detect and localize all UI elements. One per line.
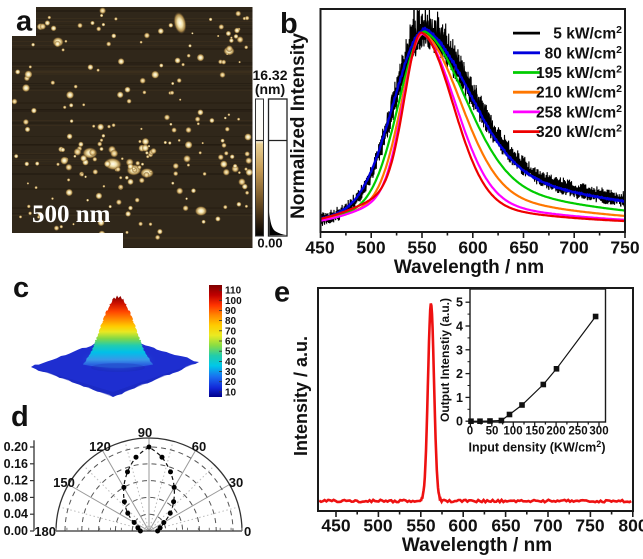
svg-text:(nm): (nm) <box>255 81 285 97</box>
svg-text:a: a <box>16 6 33 38</box>
svg-text:90: 90 <box>225 306 237 317</box>
svg-text:0: 0 <box>456 415 463 429</box>
svg-text:10: 10 <box>225 387 237 398</box>
svg-text:Input density (KW/cm2): Input density (KW/cm2) <box>469 439 606 455</box>
svg-text:0.00: 0.00 <box>257 236 282 251</box>
svg-text:Output Intenstiy (a.u.): Output Intenstiy (a.u.) <box>438 298 452 422</box>
svg-text:110: 110 <box>225 286 242 297</box>
svg-text:120: 120 <box>89 439 111 454</box>
svg-text:e: e <box>274 277 290 309</box>
svg-text:60: 60 <box>225 337 237 348</box>
svg-text:650: 650 <box>509 238 538 258</box>
svg-text:550: 550 <box>407 238 436 258</box>
svg-text:250: 250 <box>568 426 587 438</box>
svg-text:450: 450 <box>321 516 350 536</box>
svg-text:100: 100 <box>503 426 522 438</box>
svg-text:50: 50 <box>486 426 499 438</box>
svg-text:150: 150 <box>53 475 75 490</box>
svg-text:0: 0 <box>467 426 473 438</box>
svg-text:180: 180 <box>34 524 56 539</box>
svg-text:600: 600 <box>458 238 487 258</box>
svg-text:60: 60 <box>192 439 206 454</box>
svg-text:16.32: 16.32 <box>252 67 287 83</box>
svg-text:d: d <box>11 401 29 433</box>
svg-text:c: c <box>13 272 29 304</box>
svg-text:40: 40 <box>225 357 237 368</box>
svg-text:80: 80 <box>225 316 237 327</box>
svg-text:Wavelength / nm: Wavelength / nm <box>402 535 552 556</box>
svg-text:258 kW/cm2: 258 kW/cm2 <box>536 103 622 122</box>
svg-text:2: 2 <box>456 367 463 381</box>
svg-text:5: 5 <box>456 296 463 310</box>
svg-text:b: b <box>280 8 298 40</box>
svg-text:90: 90 <box>138 425 152 440</box>
svg-text:3: 3 <box>456 343 463 357</box>
svg-text:4: 4 <box>456 320 463 334</box>
svg-text:450: 450 <box>305 238 334 258</box>
svg-text:20: 20 <box>225 377 237 388</box>
svg-text:700: 700 <box>559 238 588 258</box>
svg-text:30: 30 <box>229 475 243 490</box>
svg-text:50: 50 <box>225 347 237 358</box>
svg-text:320 kW/cm2: 320 kW/cm2 <box>536 123 622 142</box>
svg-text:150: 150 <box>525 426 544 438</box>
svg-text:30: 30 <box>225 367 237 378</box>
svg-text:550: 550 <box>406 516 435 536</box>
svg-text:1: 1 <box>456 391 463 405</box>
svg-text:Wavelength / nm: Wavelength / nm <box>394 257 544 278</box>
svg-text:0.12: 0.12 <box>4 474 28 488</box>
svg-text:Intensity / a.u.: Intensity / a.u. <box>291 336 311 456</box>
svg-text:650: 650 <box>491 516 520 536</box>
svg-text:500: 500 <box>363 516 392 536</box>
svg-text:0: 0 <box>244 524 251 539</box>
svg-text:0.16: 0.16 <box>4 457 28 471</box>
svg-text:0.08: 0.08 <box>4 490 28 504</box>
svg-text:0.04: 0.04 <box>4 507 28 521</box>
svg-text:5 kW/cm2: 5 kW/cm2 <box>553 24 622 43</box>
svg-text:200: 200 <box>546 426 565 438</box>
svg-text:500: 500 <box>356 238 385 258</box>
svg-text:70: 70 <box>225 326 237 337</box>
svg-text:100: 100 <box>225 296 242 307</box>
svg-text:Normalized Intensity: Normalized Intensity <box>288 33 309 219</box>
svg-text:800: 800 <box>618 516 643 536</box>
svg-text:80 kW/cm2: 80 kW/cm2 <box>545 44 623 63</box>
svg-text:750: 750 <box>575 516 604 536</box>
svg-text:700: 700 <box>533 516 562 536</box>
svg-text:750: 750 <box>610 238 639 258</box>
svg-text:0.20: 0.20 <box>4 440 28 454</box>
svg-text:210 kW/cm2: 210 kW/cm2 <box>536 83 622 102</box>
svg-text:600: 600 <box>448 516 477 536</box>
svg-text:0.00: 0.00 <box>4 524 28 538</box>
svg-text:300: 300 <box>589 426 608 438</box>
svg-text:195 kW/cm2: 195 kW/cm2 <box>536 64 622 83</box>
svg-text:500 nm: 500 nm <box>32 201 111 228</box>
